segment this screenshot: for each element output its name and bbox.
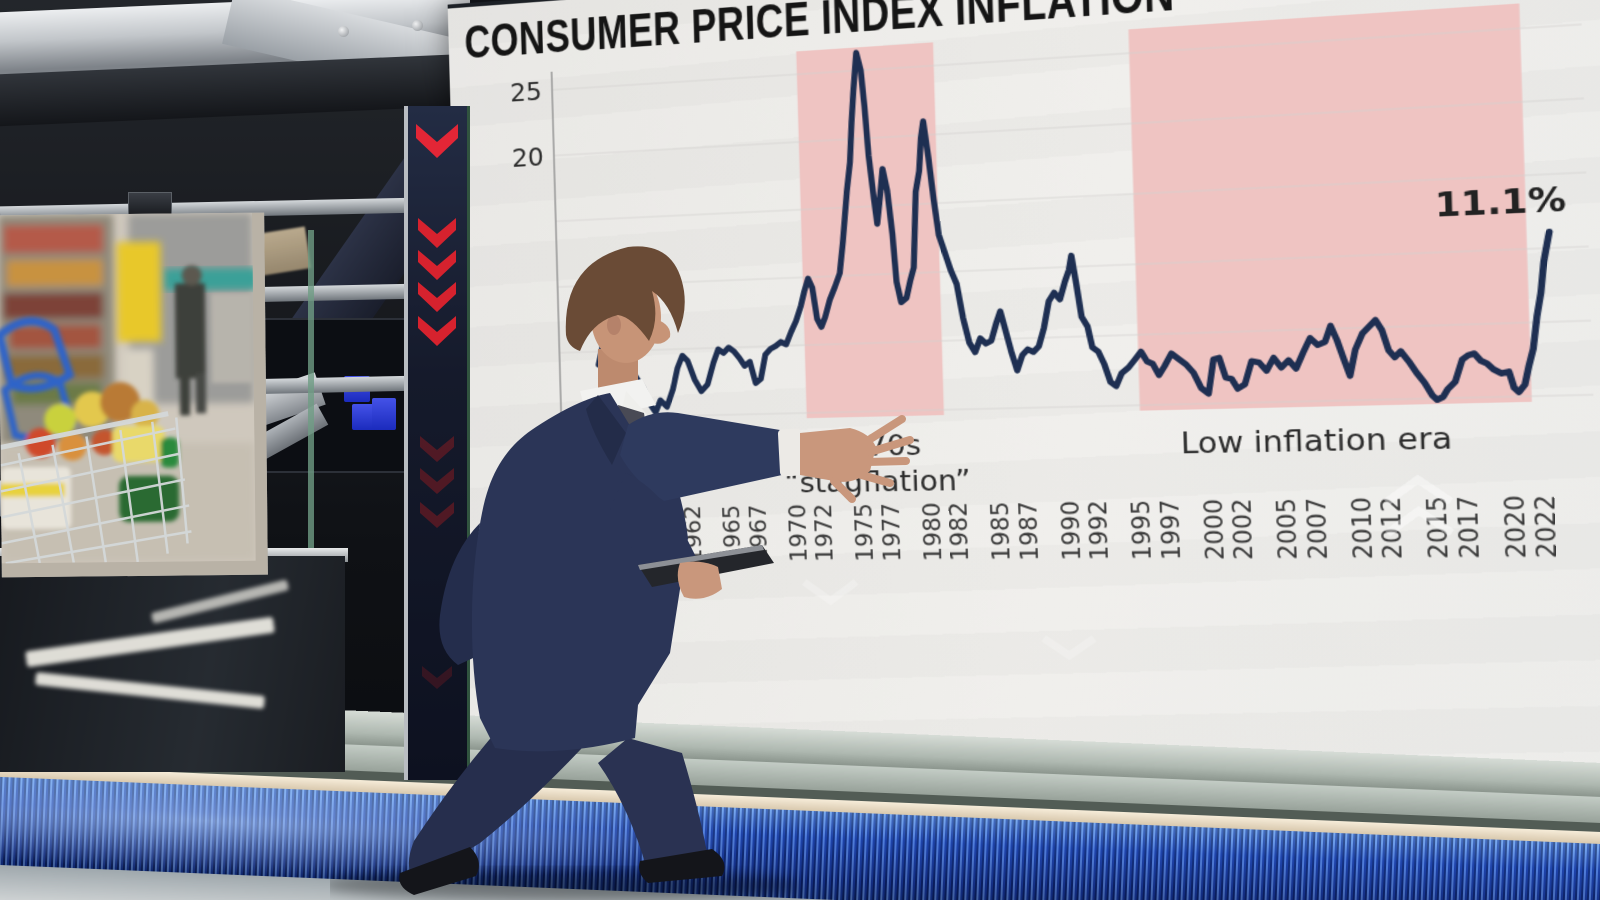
- presenter-hand: [800, 428, 876, 482]
- x-tick-label: 2000: [1199, 499, 1231, 560]
- peak-annotation: 11.1%: [1434, 180, 1567, 226]
- x-tick-label: 1987: [1014, 501, 1044, 561]
- red-chevron-down-icon: [418, 218, 456, 346]
- x-tick-label: 1970: [784, 504, 813, 563]
- presenter-front-leg: [598, 738, 708, 873]
- glass-panel-edge: [308, 230, 314, 570]
- shaded-band: [796, 42, 945, 419]
- presenter-left-hand: [677, 561, 722, 599]
- bolt-icon: [338, 26, 349, 37]
- x-tick-label: 1980: [918, 502, 948, 562]
- presenter-fingers: [830, 415, 914, 503]
- x-tick-label: 1985: [986, 501, 1016, 561]
- presenter-shirt-cuff: [777, 428, 803, 477]
- red-chevron-reflection: [420, 436, 454, 689]
- glass-desk: [0, 556, 345, 772]
- basket-wire-grid: [0, 411, 192, 564]
- presenter-silhouette: [330, 246, 914, 900]
- x-tick-label: 2017: [1453, 495, 1486, 558]
- presenter-shoe: [399, 847, 479, 895]
- x-tick-label: 1992: [1084, 500, 1115, 561]
- x-tick-label: 1990: [1056, 500, 1087, 560]
- x-tick-label: 1995: [1127, 500, 1158, 561]
- x-tick-label: 2005: [1272, 498, 1304, 560]
- x-tick-label: 1982: [945, 502, 975, 562]
- y-tick-label: 20: [511, 142, 544, 173]
- x-tick-label: 2020: [1499, 495, 1533, 559]
- shaded-band: [1128, 3, 1532, 411]
- x-tick-label: 2002: [1228, 498, 1260, 560]
- x-tick-label: 2012: [1376, 496, 1409, 559]
- x-tick-label: 2010: [1346, 497, 1379, 560]
- x-tick-label: 2015: [1422, 496, 1455, 559]
- supermarket-footage-screen: [0, 212, 268, 578]
- light-reflection: [34, 672, 266, 709]
- x-tick-label: 2007: [1301, 497, 1333, 559]
- y-tick-label: 25: [510, 76, 543, 107]
- supermarket-footage: [0, 212, 268, 578]
- band2-annotation: Low inflation era: [1180, 421, 1453, 461]
- light-reflection: [25, 616, 275, 668]
- x-tick-label: 1975: [850, 503, 879, 562]
- x-tick-label: 1977: [877, 503, 906, 562]
- blue-cube-graphic: [372, 398, 396, 430]
- x-tick-label: 1997: [1155, 499, 1186, 560]
- bolt-icon: [412, 20, 423, 31]
- presenter-arm: [620, 412, 786, 501]
- red-chevron-pillar: [404, 106, 470, 780]
- x-tick-label: 2022: [1530, 495, 1564, 559]
- presenter-hair: [565, 246, 685, 351]
- presenter-back-leg: [408, 733, 582, 881]
- presenter-shoe: [639, 849, 725, 883]
- red-chevron-down-icon: [416, 124, 458, 158]
- x-tick-label: 1972: [811, 503, 840, 562]
